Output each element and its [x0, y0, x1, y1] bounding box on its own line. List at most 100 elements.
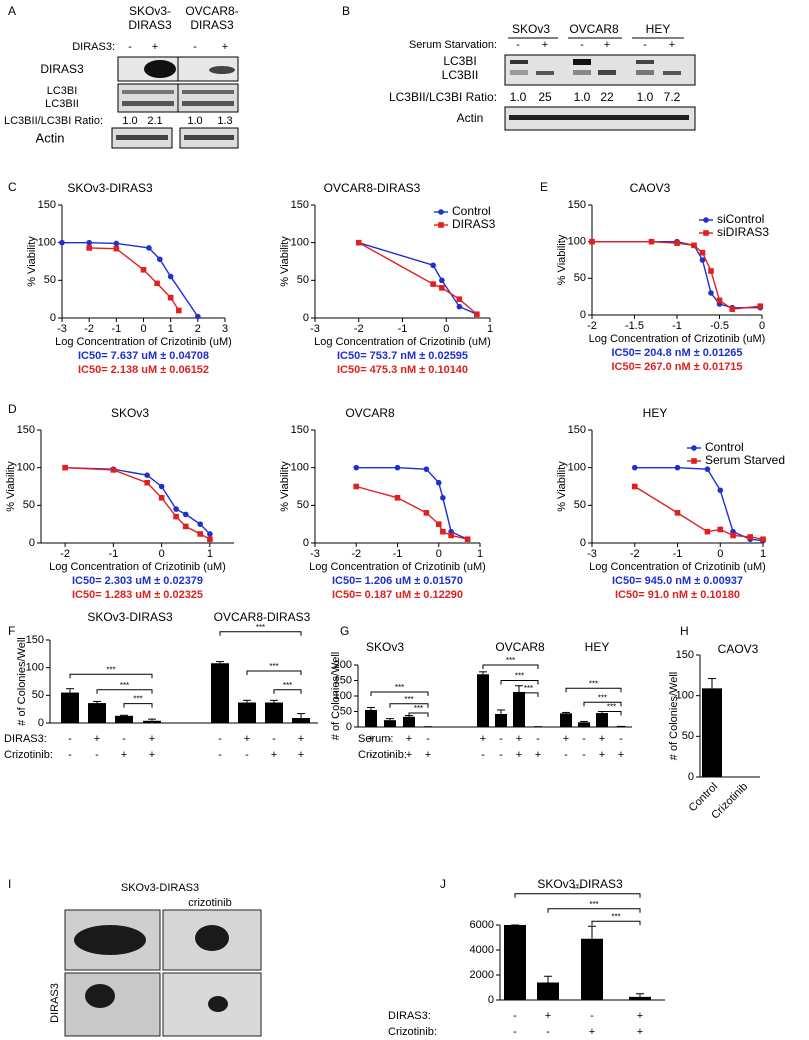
bar	[403, 716, 415, 727]
condition-sign: -	[582, 733, 586, 745]
chart-title: CAOV3	[718, 642, 759, 656]
sign: -	[128, 41, 132, 53]
y-tick-label: 100	[17, 462, 35, 474]
fit-line	[634, 466, 764, 542]
ratio: 1.0	[187, 115, 202, 127]
significance-bracket	[389, 703, 429, 708]
significance-label: ***	[106, 665, 115, 674]
ic50-label: IC50= 1.206 uM ± 0.01570	[332, 575, 463, 587]
y-tick-label: 0	[688, 771, 694, 783]
significance-bracket	[514, 893, 641, 898]
panel-letter: A	[8, 4, 16, 18]
x-tick-label: -3	[57, 323, 67, 335]
condition-sign: -	[590, 1010, 594, 1022]
ratio-label: LC3BII/LC3BI Ratio:	[4, 115, 103, 127]
header: OVCAR8	[569, 22, 619, 36]
y-tick-label: 100	[568, 462, 586, 474]
significance-bracket	[370, 691, 429, 696]
point	[86, 245, 92, 251]
y-tick-label: 0	[303, 312, 309, 324]
y-tick-label: 100	[38, 237, 56, 249]
band-label: LC3BII	[45, 98, 79, 110]
condition-sign: +	[599, 749, 605, 761]
chart-title: OVCAR8-DIRAS3	[324, 181, 421, 195]
x-tick-label: -3	[310, 548, 320, 560]
point	[456, 296, 463, 302]
bar	[537, 982, 559, 1000]
condition-label: Serum:	[358, 733, 393, 745]
point	[747, 534, 753, 540]
header: OVCAR8-	[185, 4, 238, 18]
y-tick-label: 50	[32, 689, 44, 701]
sign: -	[516, 39, 520, 51]
condition-label: Crizotinib:	[358, 749, 407, 761]
bar	[211, 663, 229, 723]
bar	[513, 691, 525, 727]
point	[394, 495, 401, 501]
y-tick-label: 6000	[470, 919, 494, 931]
point	[154, 280, 160, 287]
point	[423, 510, 430, 516]
y-tick-label: 50	[297, 274, 309, 286]
condition-sign: -	[218, 733, 222, 745]
x-tick-label: -1	[108, 548, 118, 560]
point	[631, 483, 638, 490]
blot	[504, 54, 696, 131]
point	[355, 239, 362, 246]
point	[757, 303, 764, 309]
y-tick-label: 100	[568, 236, 586, 248]
legend-label: DIRAS3	[452, 217, 496, 231]
point	[760, 536, 766, 543]
band-label: DIRAS3	[40, 62, 84, 76]
y-tick-label: 150	[38, 199, 56, 211]
point	[474, 311, 480, 318]
sign: +	[669, 39, 675, 51]
ratio: 22	[600, 90, 614, 104]
condition-sign: +	[94, 733, 100, 745]
x-tick-label: -3	[587, 548, 597, 560]
significance-label: ***	[573, 885, 582, 894]
significance-label: ***	[506, 656, 515, 665]
fit-line	[592, 240, 761, 310]
point	[86, 239, 92, 246]
point	[158, 495, 165, 501]
significance-bracket	[583, 701, 622, 707]
point	[423, 466, 430, 472]
ic50-label: IC50= 1.283 uM ± 0.02325	[72, 589, 203, 601]
ratio-label: LC3BII/LC3BI Ratio:	[389, 90, 497, 104]
condition-sign: -	[218, 749, 222, 761]
point	[708, 290, 714, 296]
significance-label: ***	[524, 684, 533, 693]
significance-bracket	[482, 664, 539, 669]
condition-sign: +	[516, 749, 522, 761]
condition-sign: -	[245, 749, 249, 761]
panel-letter: J	[440, 877, 446, 891]
condition-sign: +	[599, 733, 605, 745]
condition-sign: +	[271, 749, 277, 761]
chart-title: CAOV3	[630, 181, 671, 195]
chart-title: OVCAR8	[345, 406, 395, 420]
row-label: DIRAS3:	[72, 41, 115, 53]
ratio: 2.1	[147, 115, 162, 127]
point	[353, 464, 360, 471]
point	[440, 495, 446, 501]
y-tick-label: 100	[291, 237, 309, 249]
x-axis-label: Log Concentration of Crizotinib (uM)	[589, 561, 766, 573]
panel-letter: I	[8, 877, 11, 891]
point	[456, 303, 463, 310]
y-tick-label: 200	[334, 659, 352, 671]
header: HEY	[646, 22, 671, 36]
x-tick-label: -3	[310, 323, 320, 335]
x-tick-label: -1	[393, 548, 403, 560]
significance-bracket	[601, 711, 622, 716]
point	[173, 513, 179, 520]
significance-bracket	[408, 712, 429, 718]
condition-label: DIRAS3:	[388, 1010, 431, 1022]
fit-line	[65, 466, 211, 535]
condition-sign: +	[298, 749, 304, 761]
y-tick-label: 50	[23, 499, 35, 511]
point	[674, 240, 680, 246]
point	[674, 464, 681, 471]
x-tick-label: -2	[354, 323, 364, 335]
